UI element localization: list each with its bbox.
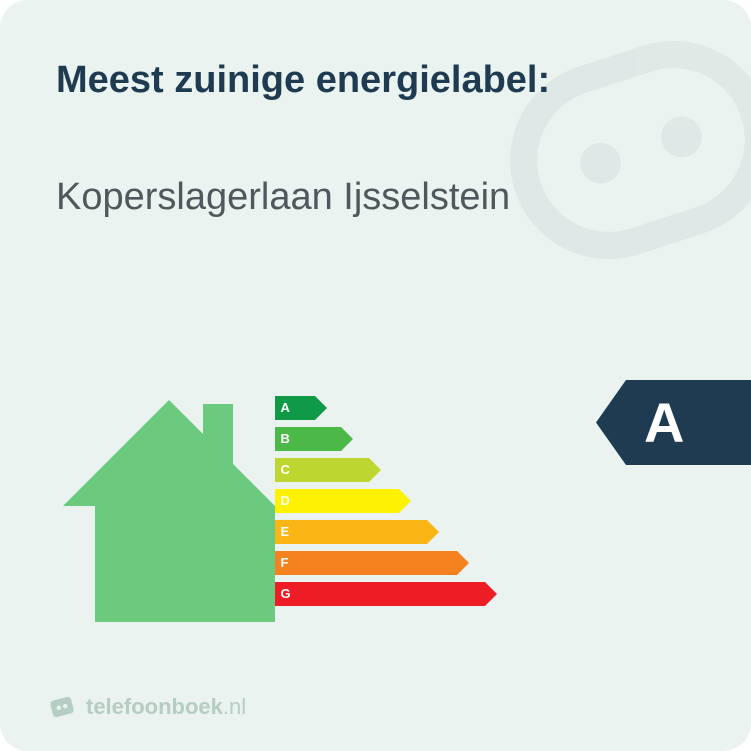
energy-bar xyxy=(275,458,381,482)
energy-bar-label: B xyxy=(281,427,290,451)
energy-bar xyxy=(275,489,411,513)
energy-bar-label: E xyxy=(281,520,290,544)
card-subtitle: Koperslagerlaan Ijsselstein xyxy=(56,176,695,219)
energy-bar-label: D xyxy=(281,489,290,513)
energy-bar-label: F xyxy=(281,551,289,575)
rating-badge: A xyxy=(596,380,751,465)
energy-bar xyxy=(275,551,469,575)
footer-brand-bold: telefoonboek xyxy=(86,694,223,719)
footer: telefoonboek.nl xyxy=(48,693,246,721)
energy-bar xyxy=(275,520,439,544)
energy-label-card: Meest zuinige energielabel: Koperslagerl… xyxy=(0,0,751,751)
energy-bar-label: C xyxy=(281,458,290,482)
card-title: Meest zuinige energielabel: xyxy=(56,58,695,104)
footer-brand-thin: .nl xyxy=(223,694,246,719)
energy-bar xyxy=(275,582,497,606)
energy-chart: ABCDEFG xyxy=(158,380,594,640)
house-icon xyxy=(63,390,275,622)
energy-bar-label: A xyxy=(281,396,290,420)
footer-brand-icon xyxy=(48,693,76,721)
rating-badge-label: A xyxy=(644,390,684,455)
watermark-icon xyxy=(471,0,751,320)
energy-bar-label: G xyxy=(281,582,291,606)
footer-brand-text: telefoonboek.nl xyxy=(86,694,246,720)
